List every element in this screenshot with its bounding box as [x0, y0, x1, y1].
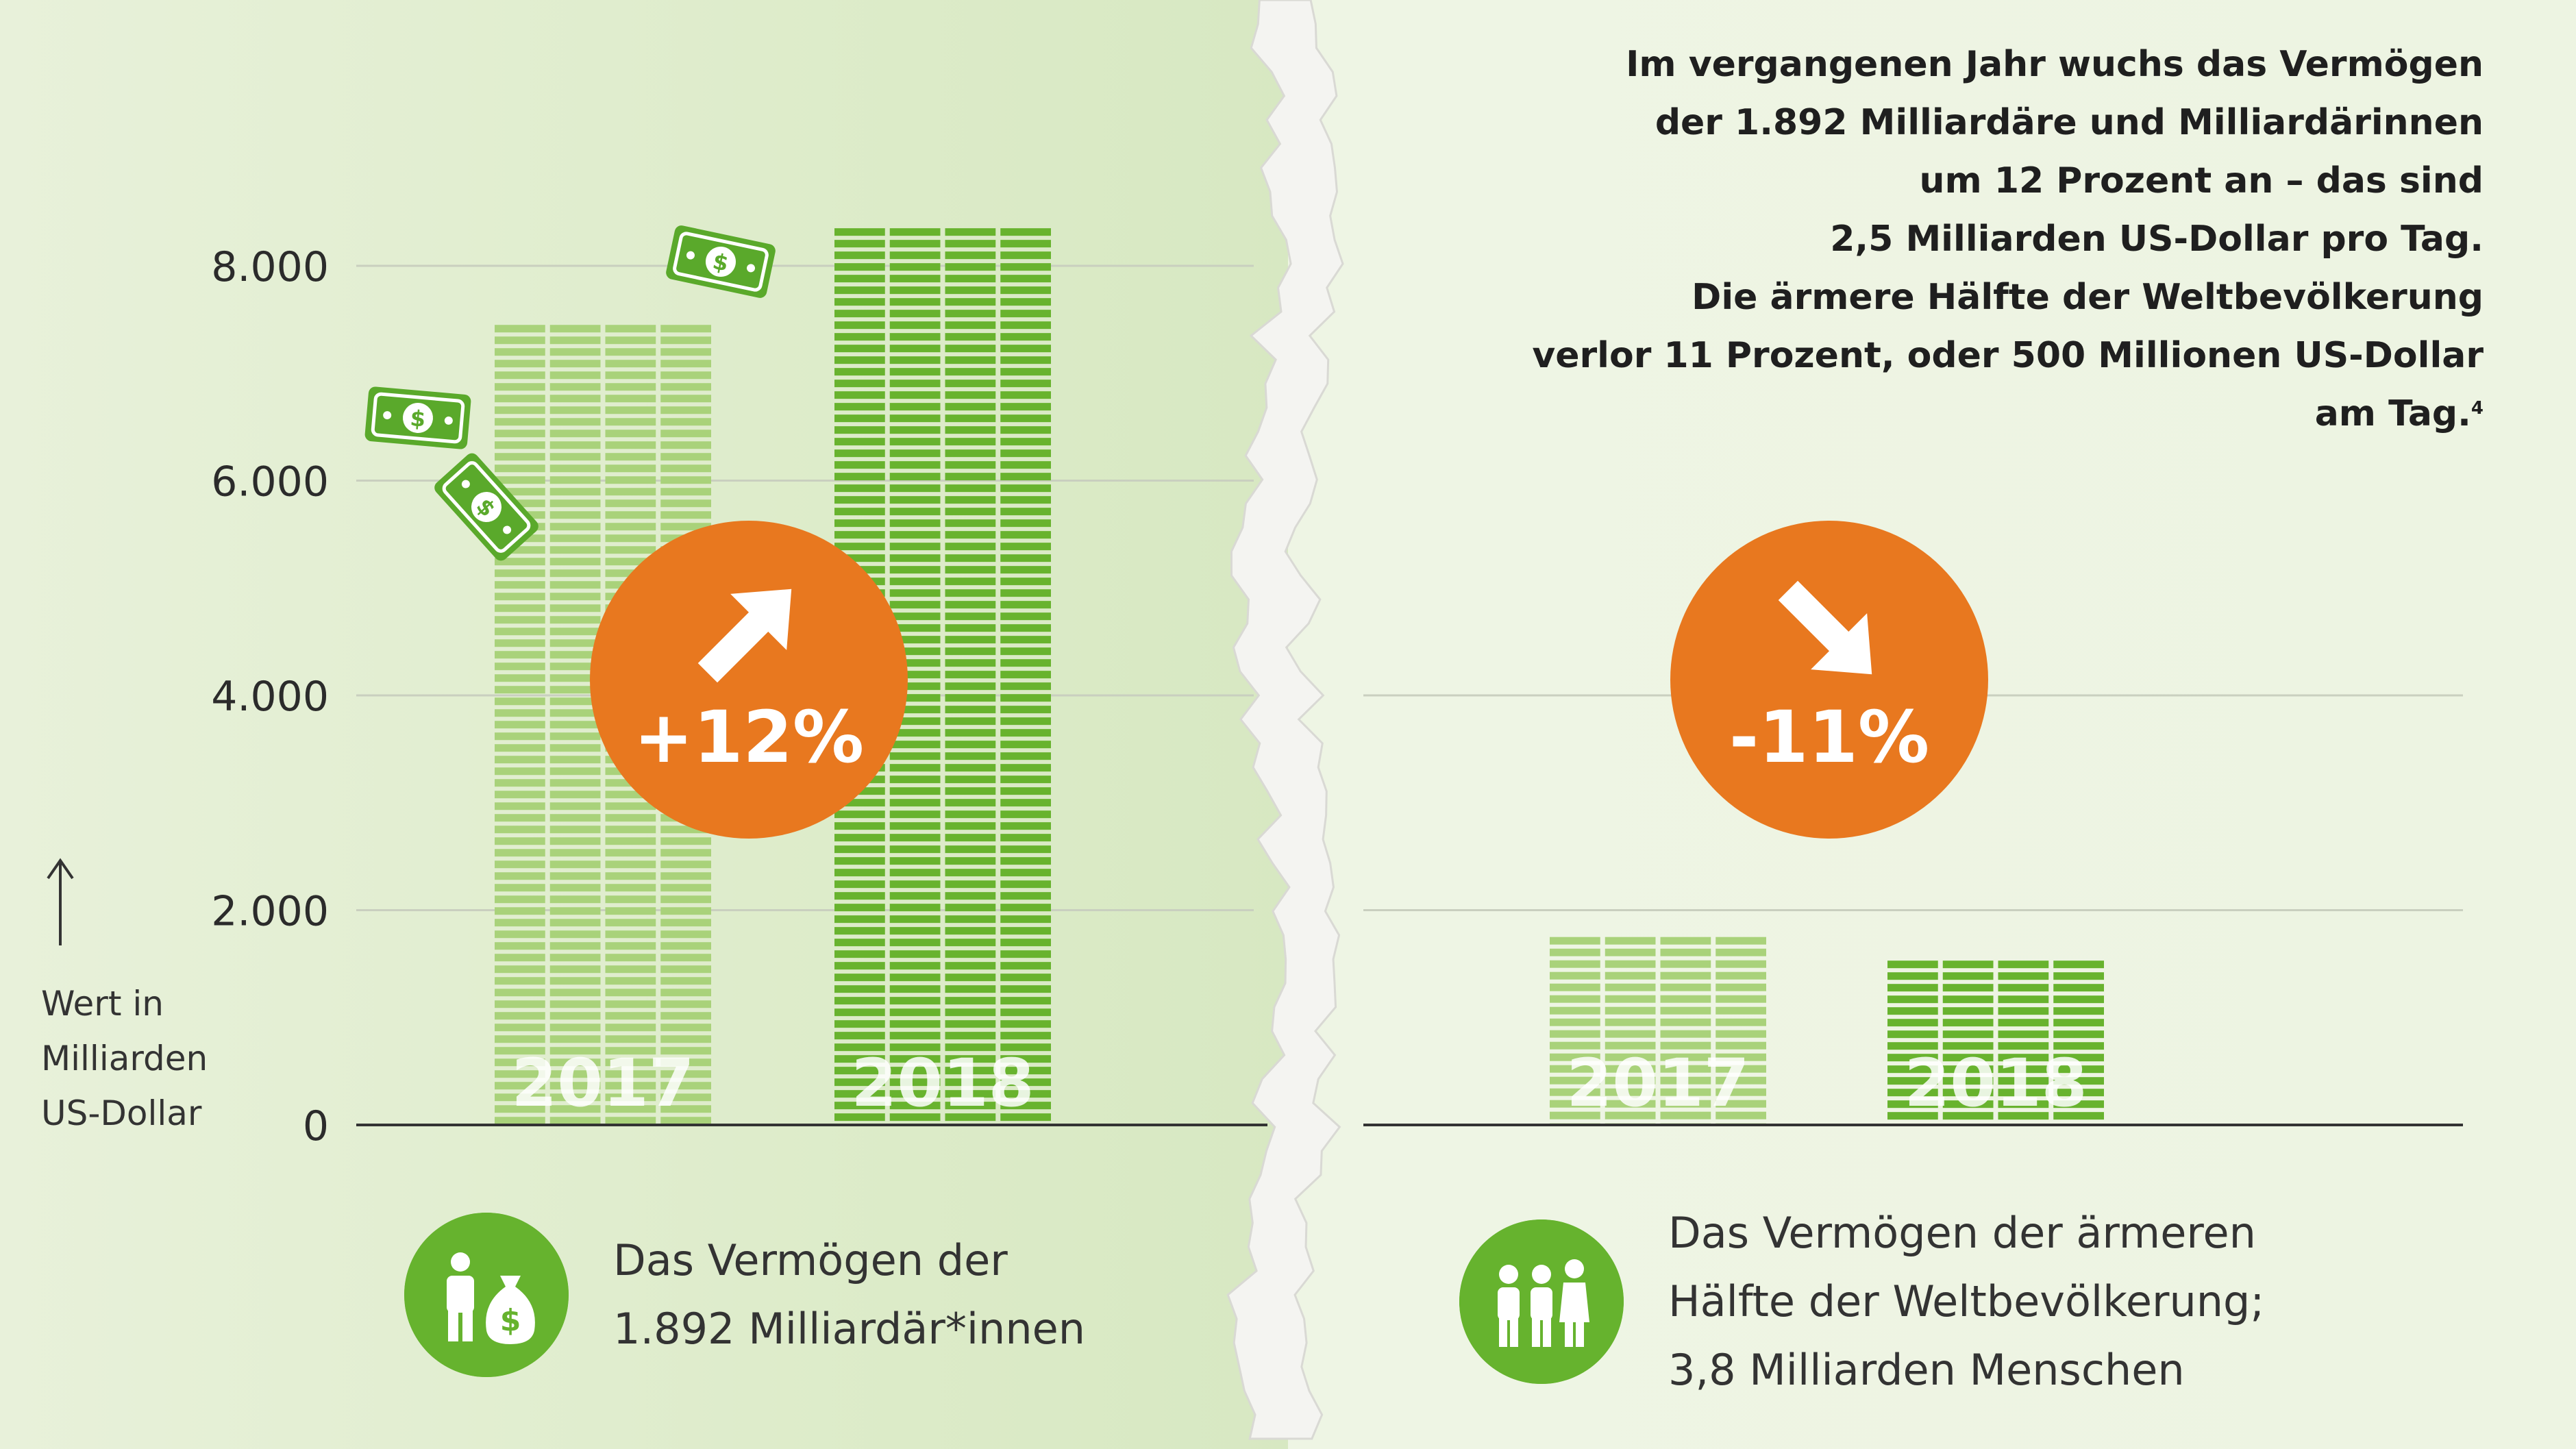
y-tick-labels: 0 2.000 4.000 6.000 8.000	[211, 243, 329, 1150]
tear-strip	[1226, 0, 1344, 1440]
bar-year-label: 2018	[1904, 1045, 2087, 1122]
y-axis-arrow	[47, 858, 74, 945]
legend-line: 1.892 Milliardär*innen	[613, 1304, 1086, 1354]
summary-note-line: Im vergangenen Jahr wuchs das Vermögen	[1626, 44, 2484, 85]
bar-year-label: 2018	[851, 1045, 1034, 1122]
y-tick-label: 4.000	[211, 673, 329, 721]
arrow-down-right-icon	[1778, 580, 1872, 675]
change-badges: +12% -11%	[590, 521, 1988, 839]
legend-line: Das Vermögen der	[613, 1235, 1008, 1285]
bar-year-label: 2017	[1566, 1045, 1749, 1122]
y-axis-caption-line: Milliarden	[41, 1039, 208, 1078]
increase-badge: +12%	[590, 521, 908, 839]
y-tick-label: 0	[303, 1102, 329, 1150]
y-axis-caption-line: Wert in	[41, 984, 164, 1024]
svg-text:$: $	[409, 405, 426, 432]
money-bill-icon: $	[364, 386, 471, 449]
y-tick-label: 8.000	[211, 243, 329, 291]
legend-line: Hälfte der Weltbevölkerung;	[1668, 1276, 2265, 1326]
money-bill-icon: $	[434, 453, 538, 561]
y-axis-caption: Wert in Milliarden US-Dollar	[41, 976, 208, 1141]
legend-poorer-half: Das Vermögen der ärmeren Hälfte der Welt…	[1459, 1199, 2264, 1404]
summary-note-line: 2,5 Milliarden US-Dollar pro Tag.	[1830, 219, 2484, 260]
summary-note-line: am Tag.	[2314, 393, 2471, 434]
summary-note: Im vergangenen Jahr wuchs das Vermögen d…	[1524, 36, 2484, 443]
footnote-marker: 4	[2470, 398, 2484, 419]
person-moneybag-icon: $	[404, 1213, 569, 1377]
legend-line: Das Vermögen der ärmeren	[1668, 1208, 2256, 1258]
legend-line: 3,8 Milliarden Menschen	[1668, 1345, 2185, 1395]
legend-billionaires: $ Das Vermögen der 1.892 Milliardär*inne…	[404, 1213, 1085, 1377]
svg-text:$: $	[500, 1303, 521, 1338]
money-bills: $ $ $	[364, 225, 776, 561]
legend-poorer-half-text: Das Vermögen der ärmeren Hälfte der Welt…	[1668, 1199, 2264, 1404]
change-label: -11%	[1729, 695, 1929, 779]
money-bill-icon: $	[666, 225, 776, 298]
change-label: +12%	[634, 695, 864, 779]
summary-note-line: der 1.892 Milliardäre und Milliardärinne…	[1655, 102, 2484, 143]
bar-year-label: 2017	[511, 1045, 694, 1122]
group-people-icon	[1459, 1219, 1624, 1384]
bar-2018-poorer-half	[1887, 961, 2104, 1120]
y-tick-label: 2.000	[211, 888, 329, 936]
bar-2018-billionaires	[834, 228, 1051, 1122]
bars: 2017 2018 2017 2018	[495, 228, 2104, 1125]
summary-note-line: verlor 11 Prozent, oder 500 Millionen US…	[1532, 335, 2484, 376]
y-axis-caption-line: US-Dollar	[41, 1093, 202, 1133]
legend-billionaires-text: Das Vermögen der 1.892 Milliardär*innen	[613, 1226, 1085, 1363]
bar-2017-poorer-half	[1550, 937, 1766, 1125]
arrow-up-right-icon	[697, 589, 792, 683]
summary-note-line: Die ärmere Hälfte der Weltbevölkerung	[1692, 277, 2484, 318]
paper-tear	[1226, 0, 1344, 1440]
y-tick-label: 6.000	[211, 458, 329, 506]
decrease-badge: -11%	[1670, 521, 1988, 839]
summary-note-line: um 12 Prozent an – das sind	[1919, 160, 2484, 201]
